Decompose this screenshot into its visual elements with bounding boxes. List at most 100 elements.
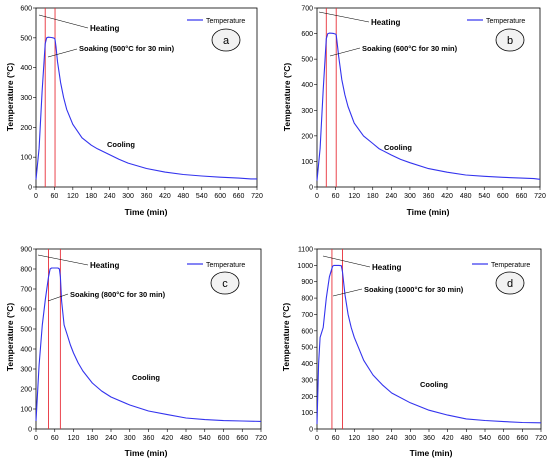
y-tick-label: 900 — [20, 247, 32, 254]
legend-label: Temperature — [486, 18, 525, 25]
y-axis-title: Temperature (°C) — [281, 303, 291, 372]
panel-label-badge — [495, 28, 525, 52]
y-tick-label: 700 — [301, 6, 313, 13]
y-tick-label: 1100 — [298, 247, 313, 254]
x-axis-title: Time (min) — [125, 207, 168, 217]
x-tick-label: 660 — [516, 435, 528, 442]
x-axis-title: Time (min) — [407, 207, 450, 217]
x-tick-label: 540 — [479, 435, 491, 442]
x-tick-label: 660 — [236, 435, 248, 442]
annotation-soaking: Soaking (500°C for 30 min) — [79, 44, 175, 53]
x-tick-label: 300 — [124, 435, 136, 442]
annotation-cooling: Cooling — [384, 143, 412, 152]
x-tick-label: 720 — [534, 193, 546, 200]
axes-layer: 0 60 120 180 240 300 360 420 480 540 600 660 720 0 100… — [301, 6, 546, 201]
annotation-heating: Heating — [90, 261, 119, 270]
y-tick-label: 900 — [301, 279, 313, 286]
x-tick-label: 600 — [214, 193, 226, 200]
y-tick-label: 800 — [20, 267, 32, 274]
y-tick-label: 300 — [301, 108, 313, 115]
x-tick-label: 720 — [255, 435, 267, 442]
panel-d: 0 60 120 180 240 300 360 420 480 540 600 660 720 0 100… — [281, 247, 547, 459]
panel-label: b — [507, 35, 513, 47]
annotation-soaking: Soaking (600°C for 30 min) — [362, 44, 458, 53]
y-tick-label: 0 — [28, 185, 32, 192]
y-tick-label: 200 — [301, 394, 313, 401]
y-axis-title: Temperature (°C) — [5, 63, 15, 132]
annotation-cooling: Cooling — [132, 373, 160, 382]
y-tick-label: 600 — [20, 6, 32, 13]
x-tick-label: 660 — [516, 193, 528, 200]
y-tick-label: 600 — [301, 328, 313, 335]
x-tick-label: 420 — [159, 193, 171, 200]
x-tick-label: 120 — [67, 193, 79, 200]
x-tick-label: 240 — [105, 435, 117, 442]
x-tick-label: 420 — [442, 435, 454, 442]
series-line-temperature — [316, 264, 542, 425]
x-tick-label: 540 — [196, 193, 208, 200]
annotation-soaking: Soaking (1000°C for 30 min) — [364, 285, 464, 294]
y-tick-label: 600 — [301, 31, 313, 38]
y-tick-label: 500 — [20, 327, 32, 334]
x-tick-label: 180 — [86, 435, 98, 442]
axes-layer: 0 60 120 180 240 300 360 420 480 540 600 660 720 0 100… — [297, 247, 547, 443]
y-tick-label: 700 — [20, 287, 32, 294]
annotation-heating: Heating — [371, 18, 400, 27]
annotation-cooling: Cooling — [107, 140, 135, 149]
x-tick-label: 540 — [478, 193, 490, 200]
legend-label: Temperature — [206, 18, 245, 25]
x-tick-label: 480 — [180, 435, 192, 442]
x-tick-label: 60 — [332, 435, 340, 442]
x-tick-label: 180 — [367, 435, 379, 442]
y-tick-label: 500 — [301, 345, 313, 352]
y-tick-label: 200 — [301, 133, 313, 140]
soaking-arrow — [329, 47, 361, 57]
x-tick-label: 60 — [51, 193, 59, 200]
y-tick-label: 200 — [20, 125, 32, 132]
legend-label: Temperature — [491, 262, 530, 269]
x-tick-label: 360 — [423, 193, 435, 200]
x-tick-label: 720 — [535, 435, 547, 442]
y-tick-label: 100 — [301, 159, 313, 166]
x-tick-label: 720 — [251, 193, 263, 200]
y-tick-label: 400 — [301, 82, 313, 89]
y-tick-label: 100 — [20, 155, 32, 162]
x-tick-label: 240 — [104, 193, 116, 200]
y-tick-label: 300 — [20, 367, 32, 374]
series-line-temperature — [316, 32, 541, 181]
y-tick-label: 1000 — [297, 263, 313, 270]
series-layer — [35, 249, 262, 429]
y-tick-label: 700 — [301, 312, 313, 319]
x-tick-label: 60 — [332, 193, 340, 200]
y-tick-label: 100 — [20, 407, 32, 414]
x-tick-label: 240 — [385, 193, 397, 200]
panel-a: 0 60 120 180 240 300 360 420 480 540 600 660 720 0 100… — [5, 6, 263, 218]
x-tick-label: 0 — [34, 193, 38, 200]
x-tick-label: 360 — [143, 435, 155, 442]
y-axis-title: Temperature (°C) — [5, 303, 15, 372]
y-tick-label: 0 — [28, 427, 32, 434]
x-tick-label: 0 — [315, 193, 319, 200]
axes-layer: 0 60 120 180 240 300 360 420 480 540 600 660 720 0 100… — [20, 6, 263, 201]
y-tick-label: 500 — [301, 57, 313, 64]
panel-b: 0 60 120 180 240 300 360 420 480 540 600 660 720 0 100… — [282, 6, 546, 218]
y-tick-label: 400 — [20, 65, 32, 72]
x-tick-label: 420 — [161, 435, 173, 442]
y-tick-label: 100 — [301, 410, 313, 417]
heating-arrow — [322, 255, 371, 268]
x-tick-label: 120 — [348, 435, 360, 442]
series-layer — [316, 249, 542, 429]
y-tick-label: 0 — [309, 427, 313, 434]
y-tick-label: 800 — [301, 296, 313, 303]
y-tick-label: 300 — [20, 95, 32, 102]
series-line-temperature — [35, 36, 257, 180]
x-tick-label: 600 — [218, 435, 230, 442]
x-axis-title: Time (min) — [410, 448, 453, 458]
x-tick-label: 360 — [423, 435, 435, 442]
x-tick-label: 240 — [386, 435, 398, 442]
x-tick-label: 300 — [404, 193, 416, 200]
heating-arrow — [318, 11, 370, 23]
x-tick-label: 0 — [34, 435, 38, 442]
annotation-cooling: Cooling — [420, 380, 448, 389]
y-tick-label: 400 — [301, 361, 313, 368]
